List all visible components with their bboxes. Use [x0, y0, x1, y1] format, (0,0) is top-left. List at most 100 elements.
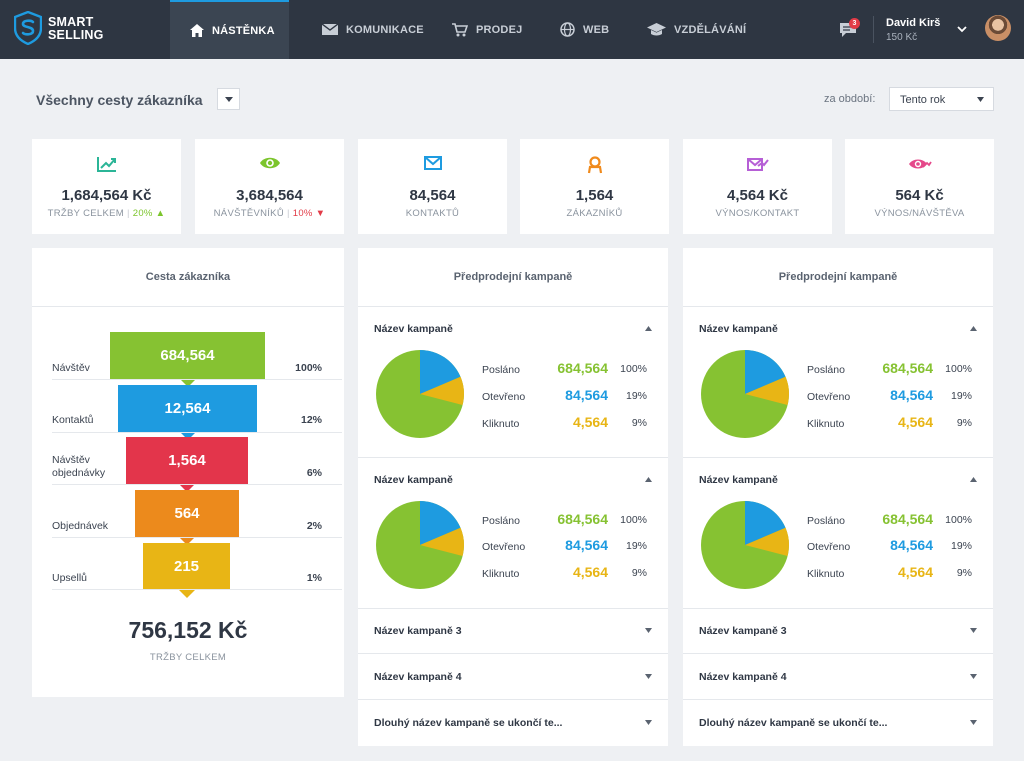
campaign-panel-1: Předprodejní kampaně Název kampaně Poslá… [358, 248, 668, 746]
kpi-card-revenue: 1,684,564 Kč TRŽBY CELKEM | 20% ▲ [32, 139, 181, 234]
nav-prodej[interactable]: PRODEJ [452, 0, 522, 59]
brand-name: SMART SELLING [48, 16, 104, 42]
campaign-name: Název kampaně [374, 323, 453, 335]
stat-value: 84,564 [890, 387, 933, 403]
journey-dropdown[interactable] [217, 88, 240, 110]
funnel-row-label: Upsellů [52, 572, 88, 584]
campaign-pie-chart [376, 501, 464, 589]
campaign-header-collapsed[interactable]: Název kampaně 3 [374, 625, 652, 637]
campaign-header-collapsed[interactable]: Název kampaně 4 [374, 671, 652, 683]
mail-revenue-icon [746, 158, 769, 171]
campaign-header-collapsed[interactable]: Dlouhý název kampaně se ukončí te... [699, 717, 977, 729]
stat-label: Otevřeno [482, 391, 526, 403]
graduation-cap-icon [647, 23, 666, 36]
funnel-row-pct: 6% [306, 467, 322, 479]
pie-slice-opened [420, 350, 461, 394]
kpi-card-revenue-per-visit: 564 Kč VÝNOS/NÁVŠTĚVA [845, 139, 994, 234]
campaign-header[interactable]: Název kampaně [374, 323, 652, 335]
stat-label: Posláno [807, 515, 845, 527]
stat-value: 684,564 [882, 511, 933, 527]
campaign-header-collapsed[interactable]: Název kampaně 4 [699, 671, 977, 683]
brand-line-1: SMART [48, 15, 94, 29]
campaign-header-collapsed[interactable]: Název kampaně 3 [699, 625, 977, 637]
funnel-row-pct: 1% [306, 572, 322, 584]
campaign-divider [683, 653, 993, 654]
funnel-divider [52, 589, 342, 590]
chevron-down-icon[interactable] [957, 26, 967, 33]
trend-chart-icon [96, 157, 116, 172]
stat-label: Posláno [807, 364, 845, 376]
period-select[interactable]: Tento rok [889, 87, 994, 111]
funnel-bar-visits[interactable]: 684,564 [110, 332, 265, 387]
kpi-label: VÝNOS/KONTAKT [715, 208, 800, 219]
funnel-bar-contacts[interactable]: 12,564 [118, 385, 257, 440]
stat-pct: 9% [631, 417, 647, 429]
campaign-header[interactable]: Název kampaně [374, 474, 652, 486]
caret-down-icon [977, 97, 984, 102]
nav-vzdelavani[interactable]: VZDĚLÁVÁNÍ [647, 0, 746, 59]
eye-icon [259, 157, 280, 169]
shield-logo-icon [14, 11, 42, 45]
stat-label: Kliknuto [482, 418, 520, 430]
caret-down-icon [970, 628, 977, 633]
panel-title: Předprodejní kampaně [358, 248, 668, 307]
stat-pct: 100% [620, 514, 647, 526]
cart-icon [452, 22, 468, 36]
funnel-divider [52, 379, 342, 380]
funnel-divider [52, 537, 342, 538]
campaign-pie-chart [376, 350, 464, 438]
user-icon [587, 156, 602, 174]
stat-value: 4,564 [572, 564, 608, 580]
campaign-name: Název kampaně [699, 474, 778, 486]
pie-slice-clicked [745, 527, 789, 556]
kpi-value: 4,564 Kč [727, 187, 788, 204]
nav-vzdelavani-label: VZDĚLÁVÁNÍ [674, 23, 747, 36]
stat-pct: 9% [956, 417, 972, 429]
funnel-bar-upsells[interactable]: 215 [143, 543, 230, 598]
envelope-icon [423, 156, 442, 170]
kpi-value: 84,564 [409, 187, 456, 204]
campaign-header-collapsed[interactable]: Dlouhý název kampaně se ukončí te... [374, 717, 652, 729]
caret-up-icon [645, 477, 652, 482]
customer-journey-panel: Cesta zákazníka 684,564 12,564 1,564 564… [32, 248, 344, 697]
stat-value: 4,564 [897, 564, 933, 580]
campaign-header[interactable]: Název kampaně [699, 323, 977, 335]
stat-label: Otevřeno [482, 541, 526, 553]
brand-logo[interactable]: SMART SELLING [14, 11, 114, 47]
funnel-tip [179, 432, 196, 440]
stat-label: Otevřeno [807, 391, 851, 403]
campaign-name: Název kampaně 4 [699, 671, 787, 683]
stat-label: Kliknuto [807, 568, 845, 580]
campaign-divider [683, 457, 993, 458]
stat-pct: 9% [631, 567, 647, 579]
caret-down-icon [970, 720, 977, 725]
campaign-header[interactable]: Název kampaně [699, 474, 977, 486]
stat-pct: 19% [625, 390, 647, 402]
stat-pct: 9% [956, 567, 972, 579]
nav-nastenka-label: NÁSTĚNKA [212, 24, 275, 37]
campaign-divider [683, 699, 993, 700]
funnel-bar-order-visits[interactable]: 1,564 [126, 437, 248, 492]
funnel-row-pct: 2% [306, 520, 322, 532]
user-name[interactable]: David Kirš [886, 17, 941, 29]
pie-slice-opened [420, 501, 461, 545]
funnel-row-label: Návštěv objednávky [52, 454, 106, 479]
campaign-divider [358, 457, 668, 458]
stat-value: 684,564 [882, 360, 933, 376]
nav-komunikace[interactable]: KOMUNIKACE [322, 0, 424, 59]
avatar[interactable] [985, 15, 1011, 41]
stat-value: 4,564 [572, 414, 608, 430]
kpi-label: ZÁKAZNÍKŮ [566, 208, 623, 219]
home-icon [190, 24, 204, 37]
funnel-row-pct: 12% [300, 414, 322, 426]
pie-slice-opened [745, 350, 786, 394]
trend-up-icon: ▲ [155, 208, 166, 219]
stat-pct: 19% [625, 540, 647, 552]
funnel-row-pct: 100% [295, 362, 322, 374]
nav-nastenka[interactable]: NÁSTĚNKA [170, 0, 289, 59]
nav-web[interactable]: WEB [560, 0, 609, 59]
eye-revenue-icon [908, 159, 932, 169]
funnel-bar-orders[interactable]: 564 [135, 490, 239, 545]
campaign-divider [358, 699, 668, 700]
caret-up-icon [970, 326, 977, 331]
